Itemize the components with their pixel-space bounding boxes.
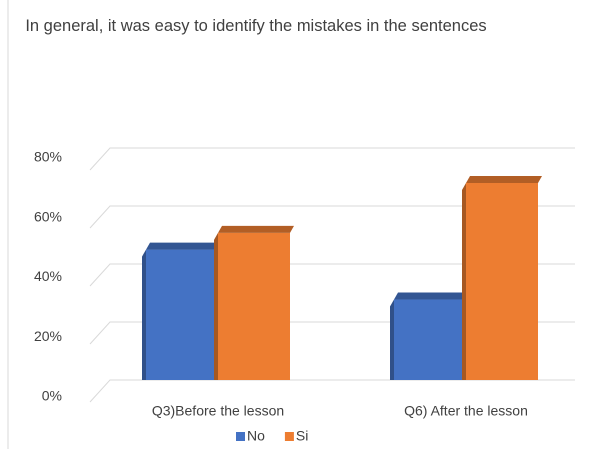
grid-line xyxy=(89,205,575,229)
bar xyxy=(214,225,294,380)
y-tick-label: 0% xyxy=(42,388,62,404)
grid-line xyxy=(89,379,575,403)
bar xyxy=(390,292,470,380)
bar-top xyxy=(466,175,542,183)
bar xyxy=(462,175,542,380)
legend-swatch xyxy=(284,432,294,441)
legend-swatch xyxy=(236,432,245,441)
bar-side xyxy=(390,299,394,380)
bar xyxy=(142,242,222,380)
x-tick-label: Q6) After the lesson xyxy=(404,403,528,419)
grid-line xyxy=(89,147,575,171)
legend-label: No xyxy=(247,428,265,444)
y-tick-label: 40% xyxy=(34,268,62,284)
bar-side xyxy=(214,232,218,380)
legend-label: Si xyxy=(296,428,308,444)
y-tick-label: 80% xyxy=(34,149,62,165)
bar-top xyxy=(218,225,294,233)
x-tick-label: Q3)Before the lesson xyxy=(152,403,284,419)
bar-face xyxy=(394,299,466,380)
y-tick-label: 20% xyxy=(34,328,62,344)
bar-face xyxy=(466,182,538,380)
bar-face xyxy=(218,232,290,380)
chart-title: In general, it was easy to identify the … xyxy=(25,17,487,35)
grid-line xyxy=(89,263,575,287)
bar-top xyxy=(146,242,222,250)
bar-face xyxy=(146,249,218,380)
bar-top xyxy=(394,292,470,300)
bar-side xyxy=(142,249,146,380)
bar-side xyxy=(462,182,466,380)
y-tick-label: 60% xyxy=(34,208,62,224)
